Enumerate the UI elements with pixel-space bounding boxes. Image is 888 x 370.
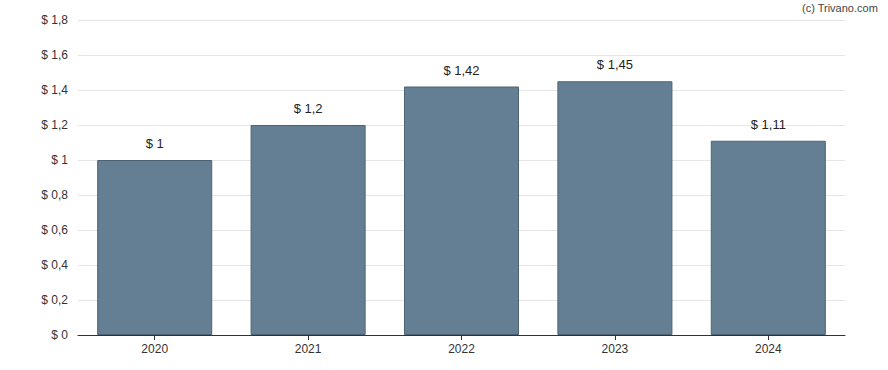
svg-text:$ 1: $ 1	[51, 153, 68, 167]
svg-text:$ 0,8: $ 0,8	[41, 188, 68, 202]
svg-text:$ 1,8: $ 1,8	[41, 13, 68, 27]
svg-text:$ 1,45: $ 1,45	[597, 57, 633, 72]
svg-text:$ 0,2: $ 0,2	[41, 293, 68, 307]
svg-text:$ 1,2: $ 1,2	[41, 118, 68, 132]
svg-text:2023: 2023	[602, 342, 629, 356]
svg-text:$ 1,42: $ 1,42	[443, 63, 479, 78]
svg-text:$ 1,4: $ 1,4	[41, 83, 68, 97]
svg-text:$ 0,6: $ 0,6	[41, 223, 68, 237]
svg-text:$ 1: $ 1	[146, 136, 164, 151]
svg-text:$ 0: $ 0	[51, 328, 68, 342]
svg-text:$ 1,6: $ 1,6	[41, 48, 68, 62]
svg-text:(c) Trivano.com: (c) Trivano.com	[802, 2, 878, 14]
svg-text:$ 0,4: $ 0,4	[41, 258, 68, 272]
svg-text:$ 1,2: $ 1,2	[294, 101, 323, 116]
svg-text:2022: 2022	[448, 342, 475, 356]
svg-text:2020: 2020	[141, 342, 168, 356]
svg-text:2024: 2024	[755, 342, 782, 356]
svg-text:$ 1,11: $ 1,11	[751, 117, 786, 132]
svg-text:2021: 2021	[295, 342, 322, 356]
